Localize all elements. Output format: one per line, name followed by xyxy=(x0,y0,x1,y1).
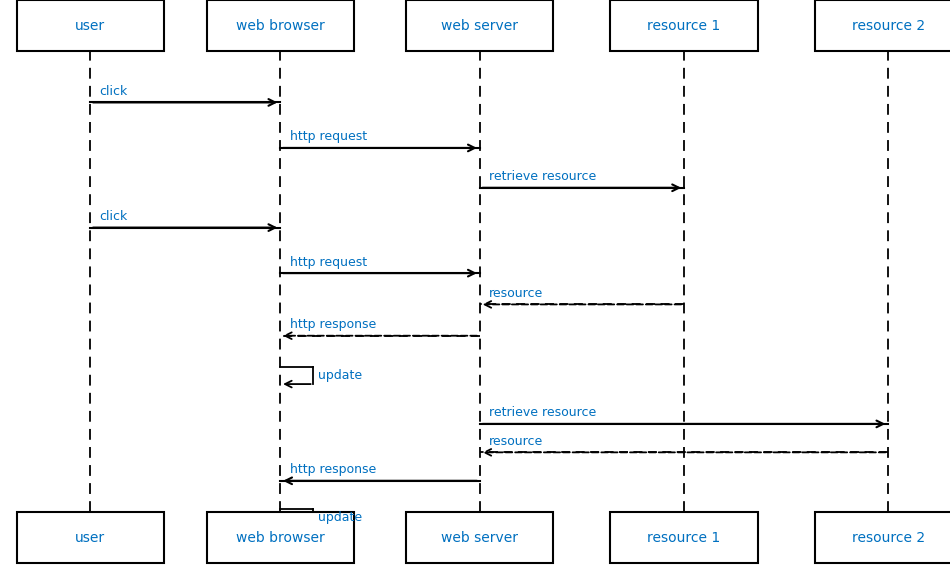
Text: update: update xyxy=(318,512,362,524)
Bar xyxy=(206,0,353,51)
Text: web browser: web browser xyxy=(236,19,325,32)
Bar xyxy=(610,0,758,51)
Text: http request: http request xyxy=(290,130,367,143)
Bar xyxy=(814,0,950,51)
Text: retrieve resource: retrieve resource xyxy=(489,170,597,183)
Text: retrieve resource: retrieve resource xyxy=(489,406,597,419)
Text: click: click xyxy=(100,210,128,223)
Text: click: click xyxy=(100,85,128,98)
Bar xyxy=(206,512,353,563)
Bar xyxy=(16,512,163,563)
Text: resource 1: resource 1 xyxy=(647,531,721,545)
Bar xyxy=(610,512,758,563)
Text: resource 1: resource 1 xyxy=(647,19,721,32)
Text: user: user xyxy=(75,19,105,32)
Text: resource 2: resource 2 xyxy=(852,531,924,545)
Bar xyxy=(814,512,950,563)
Bar xyxy=(16,0,163,51)
Text: http request: http request xyxy=(290,255,367,269)
Text: user: user xyxy=(75,531,105,545)
Text: resource: resource xyxy=(489,287,543,300)
Text: resource 2: resource 2 xyxy=(852,19,924,32)
Text: http response: http response xyxy=(290,463,376,476)
Text: update: update xyxy=(318,369,362,382)
Text: web browser: web browser xyxy=(236,531,325,545)
Bar xyxy=(407,512,553,563)
Bar xyxy=(407,0,553,51)
Text: web server: web server xyxy=(441,531,519,545)
Text: resource: resource xyxy=(489,435,543,448)
Text: http response: http response xyxy=(290,318,376,331)
Text: web server: web server xyxy=(441,19,519,32)
